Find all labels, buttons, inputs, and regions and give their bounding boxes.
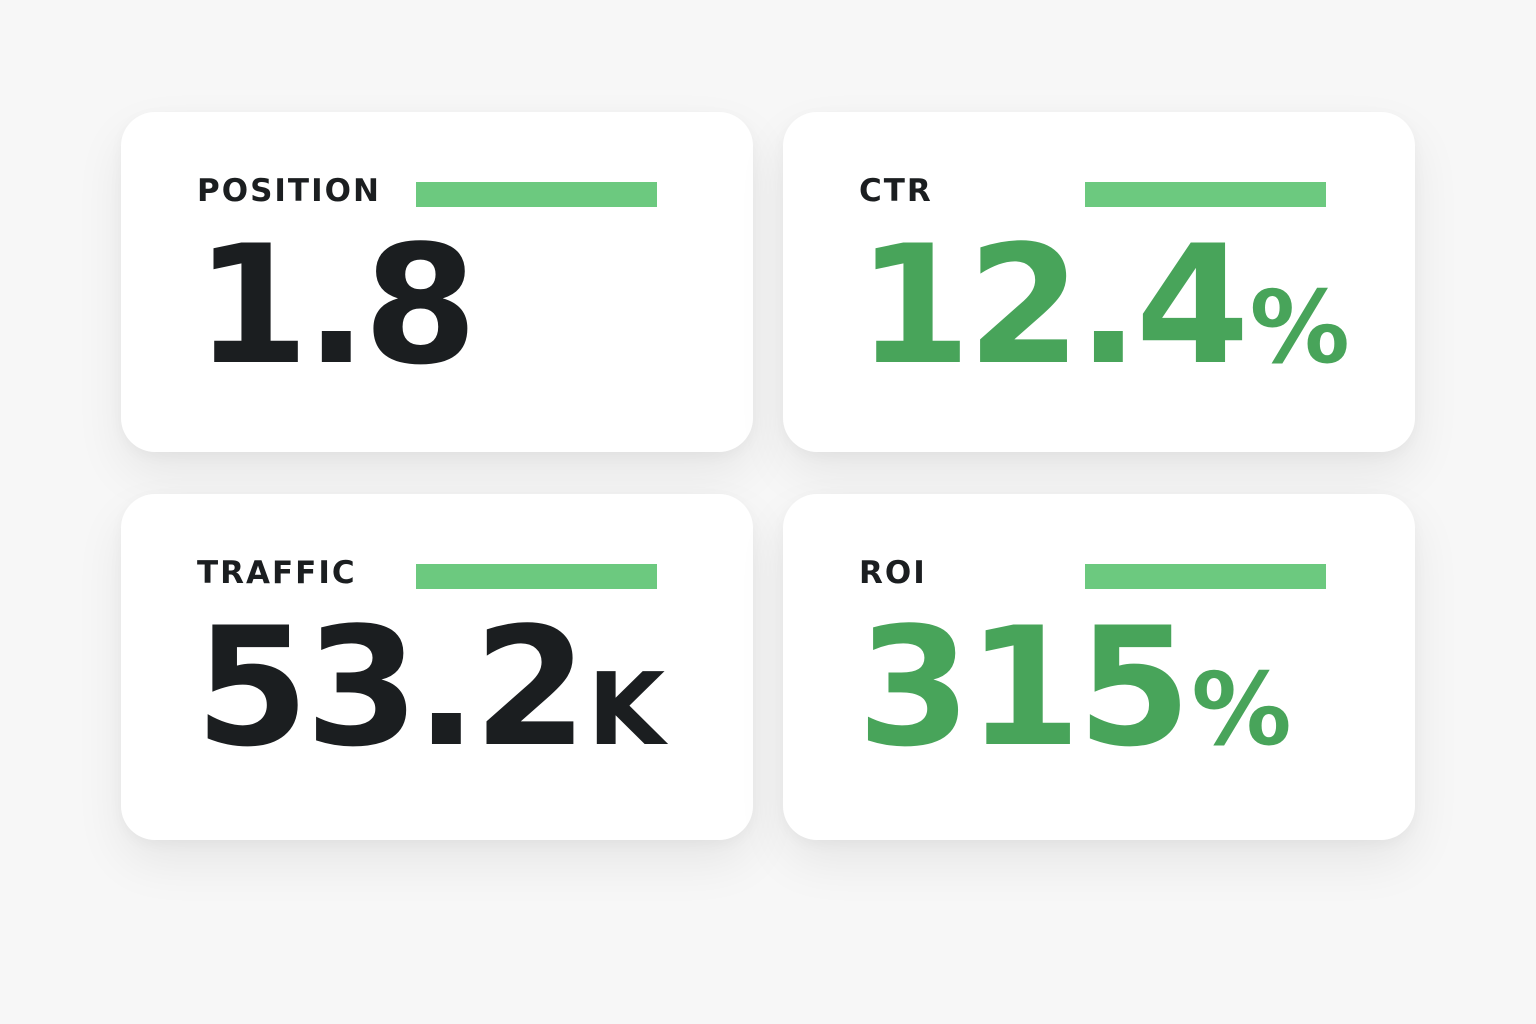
metric-number: 12.4 [857,210,1250,401]
metric-card-traffic: TRAFFIC 53.2K [121,494,753,840]
metric-unit: K [587,651,666,768]
metric-number: 1.8 [195,210,478,401]
metric-label: CTR [859,173,933,209]
metric-card-roi: ROI 315% [783,494,1415,840]
metric-label: ROI [859,555,927,591]
metric-number: 315 [857,592,1191,783]
accent-bar [1085,564,1326,589]
metric-card-ctr: CTR 12.4% [783,112,1415,452]
metric-value: 1.8 [195,224,478,388]
metric-label: POSITION [197,173,381,209]
metric-value: 53.2K [195,606,665,770]
metric-number: 53.2 [195,592,588,783]
metric-card-position: POSITION 1.8 [121,112,753,452]
metric-value: 315% [857,606,1292,770]
accent-bar [416,182,657,207]
accent-bar [416,564,657,589]
metric-unit: % [1249,269,1350,386]
accent-bar [1085,182,1326,207]
metric-label: TRAFFIC [197,555,357,591]
metric-unit: % [1191,651,1292,768]
metric-value: 12.4% [857,224,1350,388]
